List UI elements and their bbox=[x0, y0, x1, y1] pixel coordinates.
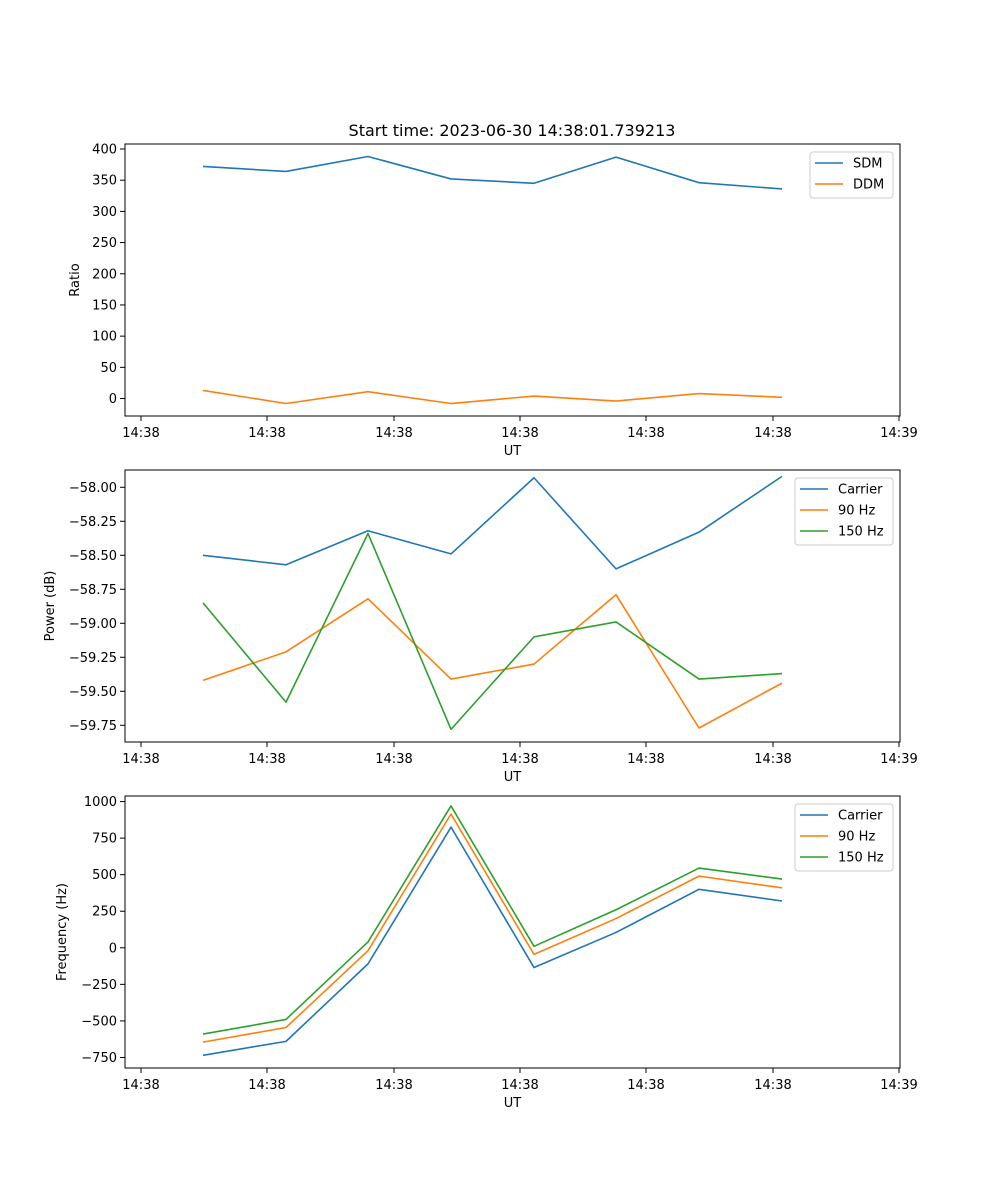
x-tick-label: 14:38 bbox=[627, 752, 664, 767]
x-tick-label: 14:38 bbox=[122, 426, 159, 441]
series-line-ddm bbox=[202, 389, 783, 405]
legend-label: 90 Hz bbox=[838, 504, 875, 519]
x-tick-label: 14:39 bbox=[880, 426, 917, 441]
y-tick-label: −58.50 bbox=[69, 549, 117, 564]
y-tick-label: 500 bbox=[92, 868, 117, 883]
x-tick-label: 14:38 bbox=[501, 426, 538, 441]
plot-frame bbox=[124, 143, 901, 417]
legend-label: Carrier bbox=[838, 483, 883, 498]
y-tick-label: 300 bbox=[92, 205, 117, 220]
x-tick-label: 14:38 bbox=[501, 1078, 538, 1093]
legend-label: SDM bbox=[853, 157, 882, 172]
legend-label: 150 Hz bbox=[838, 525, 884, 540]
y-tick-label: −750 bbox=[81, 1051, 117, 1066]
x-tick-label: 14:38 bbox=[501, 752, 538, 767]
y-tick-label: −59.50 bbox=[69, 685, 117, 700]
x-tick-label: 14:38 bbox=[248, 1078, 285, 1093]
series-line-150-hz bbox=[202, 532, 783, 731]
y-tick-label: 150 bbox=[92, 298, 117, 313]
x-tick-label: 14:38 bbox=[375, 752, 412, 767]
y-tick-label: −58.00 bbox=[69, 481, 117, 496]
series-line-90-hz bbox=[202, 813, 783, 1043]
legend: Carrier 90 Hz 150 Hz bbox=[794, 803, 894, 872]
y-tick-label: 400 bbox=[92, 142, 117, 157]
y-tick-label: 350 bbox=[92, 174, 117, 189]
y-tick-label: −58.25 bbox=[69, 515, 117, 530]
y-tick-label: 200 bbox=[92, 267, 117, 282]
series-line-carrier bbox=[202, 826, 783, 1057]
y-tick-label: 100 bbox=[92, 330, 117, 345]
legend-box bbox=[794, 477, 894, 546]
subplot-3: 14:38 14:38 14:38 14:38 14:38 14:38 14:39 UT −75… bbox=[55, 795, 918, 1111]
legend-label: Carrier bbox=[838, 809, 883, 824]
x-tick-label: 14:39 bbox=[880, 1078, 917, 1093]
y-tick-label: 1000 bbox=[84, 795, 117, 810]
x-tick-label: 14:38 bbox=[248, 426, 285, 441]
y-tick-label: −59.25 bbox=[69, 651, 117, 666]
x-tick-label: 14:38 bbox=[122, 1078, 159, 1093]
x-tick-label: 14:38 bbox=[754, 426, 791, 441]
x-tick-label: 14:38 bbox=[627, 1078, 664, 1093]
legend-label: DDM bbox=[853, 178, 884, 193]
y-tick-label: 250 bbox=[92, 905, 117, 920]
x-tick-label: 14:38 bbox=[248, 752, 285, 767]
series-line-150-hz bbox=[202, 805, 783, 1035]
subplot-1: 14:38 14:38 14:38 14:38 14:38 14:38 14:39 UT 0 50… bbox=[68, 142, 918, 459]
subplot-2: 14:38 14:38 14:38 14:38 14:38 14:38 14:39 UT −59… bbox=[43, 469, 918, 785]
y-tick-label: 0 bbox=[109, 392, 117, 407]
y-tick-label: −59.00 bbox=[69, 617, 117, 632]
y-axis-label: Ratio bbox=[68, 263, 83, 296]
legend-label: 90 Hz bbox=[838, 830, 875, 845]
y-tick-label: 50 bbox=[100, 361, 117, 376]
series-line-90-hz bbox=[202, 593, 783, 729]
x-tick-label: 14:38 bbox=[375, 426, 412, 441]
series-line-sdm bbox=[202, 155, 783, 190]
x-tick-label: 14:39 bbox=[880, 752, 917, 767]
y-axis-label: Power (dB) bbox=[43, 571, 58, 642]
x-tick-label: 14:38 bbox=[122, 752, 159, 767]
x-axis-label: UT bbox=[504, 1096, 522, 1111]
x-tick-label: 14:38 bbox=[375, 1078, 412, 1093]
y-tick-label: 750 bbox=[92, 832, 117, 847]
x-tick-label: 14:38 bbox=[754, 752, 791, 767]
chart-title: Start time: 2023-06-30 14:38:01.739213 bbox=[349, 121, 676, 140]
y-tick-label: −500 bbox=[81, 1014, 117, 1029]
x-tick-label: 14:38 bbox=[627, 426, 664, 441]
x-axis-label: UT bbox=[504, 770, 522, 785]
series-line-carrier bbox=[202, 475, 783, 570]
x-tick-label: 14:38 bbox=[754, 1078, 791, 1093]
legend-box bbox=[794, 803, 894, 872]
y-tick-label: 250 bbox=[92, 236, 117, 251]
x-axis-label: UT bbox=[504, 444, 522, 459]
legend: SDM DDM bbox=[809, 151, 894, 199]
y-tick-label: −59.75 bbox=[69, 719, 117, 734]
plot-frame bbox=[124, 469, 901, 743]
y-axis-label: Frequency (Hz) bbox=[55, 883, 70, 981]
legend-label: 150 Hz bbox=[838, 851, 884, 866]
y-tick-label: −58.75 bbox=[69, 583, 117, 598]
y-tick-label: −250 bbox=[81, 978, 117, 993]
plot-frame bbox=[124, 795, 901, 1069]
legend: Carrier 90 Hz 150 Hz bbox=[794, 477, 894, 546]
y-tick-label: 0 bbox=[109, 941, 117, 956]
